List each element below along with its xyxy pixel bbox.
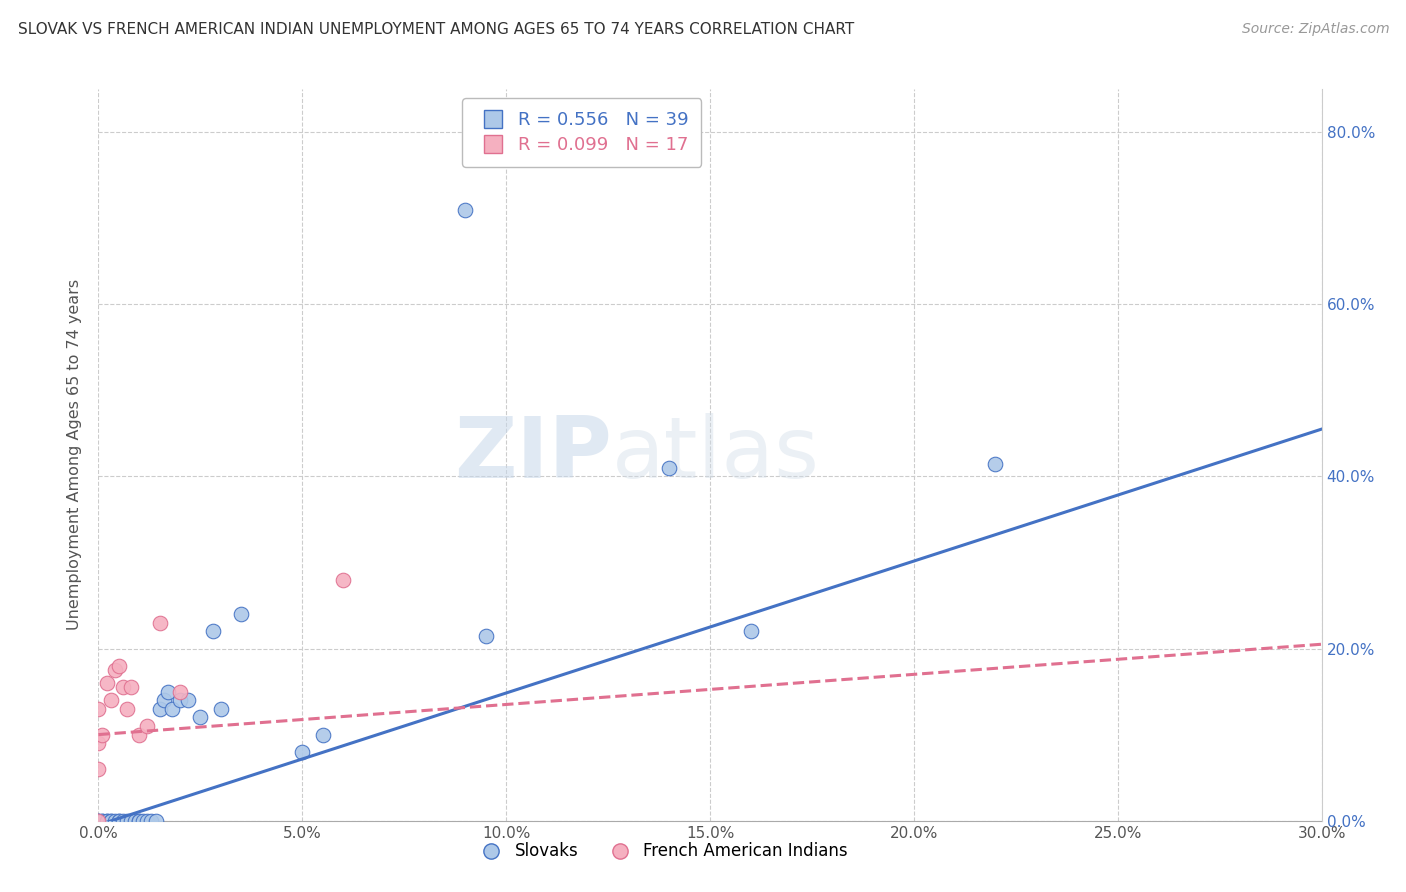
Point	[96, 676, 118, 690]
Point	[312, 728, 335, 742]
Point	[108, 814, 131, 828]
Point	[152, 693, 174, 707]
Point	[231, 607, 253, 621]
Point	[104, 814, 127, 828]
Point	[87, 814, 110, 828]
Point	[115, 814, 138, 828]
Text: atlas: atlas	[612, 413, 820, 497]
Point	[100, 814, 122, 828]
Point	[474, 629, 498, 643]
Point	[291, 745, 314, 759]
Point	[87, 702, 110, 716]
Text: Source: ZipAtlas.com: Source: ZipAtlas.com	[1241, 22, 1389, 37]
Point	[108, 814, 131, 828]
Point	[100, 693, 122, 707]
Point	[87, 814, 110, 828]
Point	[145, 814, 167, 828]
Point	[111, 680, 134, 694]
Point	[454, 202, 477, 217]
Point	[124, 814, 146, 828]
Point	[177, 693, 200, 707]
Point	[156, 684, 179, 698]
Point	[91, 814, 114, 828]
Point	[87, 762, 110, 776]
Point	[132, 814, 155, 828]
Point	[984, 457, 1007, 471]
Point	[149, 615, 172, 630]
Point	[96, 814, 118, 828]
Point	[111, 814, 134, 828]
Point	[87, 736, 110, 750]
Point	[332, 573, 354, 587]
Point	[740, 624, 762, 639]
Point	[141, 814, 163, 828]
Point	[87, 814, 110, 828]
Point	[136, 814, 159, 828]
Text: SLOVAK VS FRENCH AMERICAN INDIAN UNEMPLOYMENT AMONG AGES 65 TO 74 YEARS CORRELAT: SLOVAK VS FRENCH AMERICAN INDIAN UNEMPLO…	[18, 22, 855, 37]
Point	[104, 663, 127, 677]
Point	[115, 702, 138, 716]
Point	[87, 814, 110, 828]
Point	[169, 693, 191, 707]
Point	[91, 728, 114, 742]
Point	[128, 728, 150, 742]
Point	[201, 624, 224, 639]
Point	[91, 814, 114, 828]
Point	[188, 710, 212, 724]
Point	[120, 814, 142, 828]
Point	[108, 658, 131, 673]
Text: ZIP: ZIP	[454, 413, 612, 497]
Y-axis label: Unemployment Among Ages 65 to 74 years: Unemployment Among Ages 65 to 74 years	[67, 279, 83, 631]
Point	[128, 814, 150, 828]
Point	[100, 814, 122, 828]
Point	[160, 702, 183, 716]
Legend: Slovaks, French American Indians: Slovaks, French American Indians	[468, 836, 855, 867]
Point	[128, 814, 150, 828]
Point	[658, 460, 681, 475]
Point	[209, 702, 232, 716]
Point	[96, 814, 118, 828]
Point	[149, 702, 172, 716]
Point	[136, 719, 159, 733]
Point	[169, 684, 191, 698]
Point	[120, 680, 142, 694]
